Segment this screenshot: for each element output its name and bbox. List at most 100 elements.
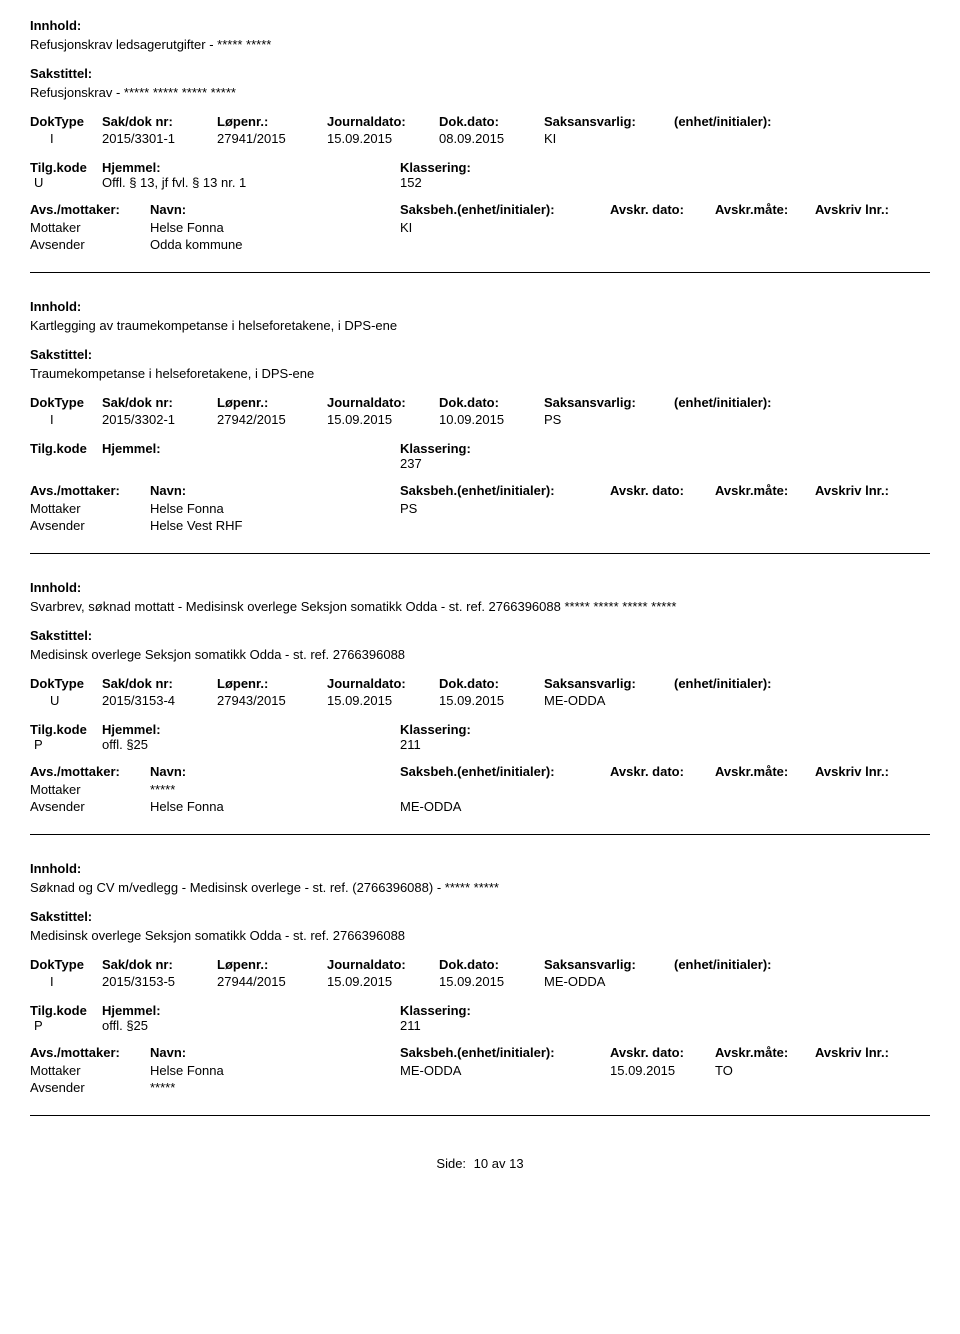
avskrivlnr-header: Avskriv lnr.: (815, 764, 925, 779)
party-navn: Helse Fonna (150, 799, 400, 814)
lopenr-value: 27943/2015 (217, 693, 327, 708)
party-row: AvsenderHelse FonnaME-ODDA (30, 799, 930, 814)
party-row: Avsender***** (30, 1080, 930, 1095)
sakstittel-label: Sakstittel: (30, 66, 930, 81)
doktype-value: I (30, 412, 102, 427)
party-saksbeh: ME-ODDA (400, 799, 610, 814)
doktype-header: DokType (30, 957, 102, 972)
tilgkode-value: P (30, 737, 102, 752)
navn-header: Navn: (150, 764, 400, 779)
sakdok-value: 2015/3153-4 (102, 693, 217, 708)
record-divider (30, 834, 930, 835)
avskrmate-header: Avskr.måte: (715, 764, 815, 779)
party-navn: ***** (150, 1080, 400, 1095)
tilgkode-header-row: Tilg.kodeHjemmel: Klassering: (30, 722, 930, 737)
doktype-value: I (30, 974, 102, 989)
sakstittel-label: Sakstittel: (30, 347, 930, 362)
party-row: MottakerHelse FonnaPS (30, 501, 930, 516)
klassering-value: 237 (400, 456, 600, 471)
dokdato-header: Dok.dato: (439, 114, 544, 129)
innhold-text: Refusjonskrav ledsagerutgifter - ***** *… (30, 37, 930, 52)
party-header-row: Avs./mottaker:Navn:Saksbeh.(enhet/initia… (30, 764, 930, 779)
sakdok-value: 2015/3153-5 (102, 974, 217, 989)
party-navn: Odda kommune (150, 237, 400, 252)
record: Innhold: Søknad og CV m/vedlegg - Medisin… (30, 861, 930, 1116)
party-saksbeh: PS (400, 501, 610, 516)
lopenr-header: Løpenr.: (217, 114, 327, 129)
saksansvarlig-header: Saksansvarlig: (544, 395, 674, 410)
avskrdato-header: Avskr. dato: (610, 483, 715, 498)
party-avskrdato (610, 518, 715, 533)
footer-av-label: av (492, 1156, 506, 1171)
party-role: Mottaker (30, 220, 150, 235)
tilgkode-value: U (30, 175, 102, 190)
party-avskrivlnr (815, 782, 925, 797)
avskrmate-header: Avskr.måte: (715, 202, 815, 217)
avsmottaker-header: Avs./mottaker: (30, 202, 150, 217)
party-avskrdato (610, 237, 715, 252)
party-navn: Helse Fonna (150, 1063, 400, 1078)
metadata-header-row: DokTypeSak/dok nr:Løpenr.:Journaldato:Do… (30, 676, 930, 691)
sakstittel-text: Refusjonskrav - ***** ***** ***** ***** (30, 85, 930, 100)
record: Innhold:Svarbrev, søknad mottatt - Medis… (30, 580, 930, 835)
party-avskrivlnr (815, 1063, 925, 1078)
navn-header: Navn: (150, 1045, 400, 1060)
tilgkode-value (30, 456, 102, 471)
avskrdato-header: Avskr. dato: (610, 764, 715, 779)
footer-page: 10 (474, 1156, 488, 1171)
tilgkode-value-row: Poffl. §25211 (30, 1018, 930, 1033)
saksansvarlig-header: Saksansvarlig: (544, 676, 674, 691)
enhet-header: (enhet/initialer): (674, 676, 824, 691)
journaldato-value: 15.09.2015 (327, 693, 439, 708)
avskrivlnr-header: Avskriv lnr.: (815, 202, 925, 217)
dokdato-header: Dok.dato: (439, 395, 544, 410)
journaldato-value: 15.09.2015 (327, 412, 439, 427)
party-avskrmate (715, 237, 815, 252)
party-avskrmate (715, 799, 815, 814)
innhold-text: Søknad og CV m/vedlegg - Medisinsk overl… (30, 880, 930, 895)
record-divider (30, 272, 930, 273)
party-saksbeh (400, 237, 610, 252)
metadata-value-row: I2015/3302-127942/201515.09.201510.09.20… (30, 412, 930, 427)
party-avskrivlnr (815, 501, 925, 516)
party-avskrmate (715, 518, 815, 533)
saksansvarlig-value: ME-ODDA (544, 693, 674, 708)
party-row: MottakerHelse FonnaME-ODDA15.09.2015TO (30, 1063, 930, 1078)
lopenr-value: 27941/2015 (217, 131, 327, 146)
metadata-header-row: DokTypeSak/dok nr:Løpenr.:Journaldato:Do… (30, 395, 930, 410)
enhet-value (674, 974, 824, 989)
metadata-header-row: DokTypeSak/dok nr:Løpenr.:Journaldato:Do… (30, 114, 930, 129)
hjemmel-header: Hjemmel: (102, 722, 161, 737)
party-avskrivlnr (815, 799, 925, 814)
party-row: Mottaker***** (30, 782, 930, 797)
doktype-value: I (30, 131, 102, 146)
lopenr-value: 27944/2015 (217, 974, 327, 989)
hjemmel-value: Offl. § 13, jf fvl. § 13 nr. 1 (102, 175, 246, 190)
journaldato-header: Journaldato: (327, 957, 439, 972)
innhold-label: Innhold: (30, 18, 930, 33)
tilgkode-header-row: Tilg.kodeHjemmel:Klassering: (30, 441, 930, 456)
dokdato-header: Dok.dato: (439, 676, 544, 691)
doktype-header: DokType (30, 395, 102, 410)
klassering-value: 211 (400, 1018, 600, 1033)
innhold-label: Innhold: (30, 861, 930, 876)
saksbeh-header: Saksbeh.(enhet/initialer): (400, 1045, 610, 1060)
avsmottaker-header: Avs./mottaker: (30, 483, 150, 498)
hjemmel-header: Hjemmel: (102, 1003, 161, 1018)
party-avskrivlnr (815, 1080, 925, 1095)
saksansvarlig-header: Saksansvarlig: (544, 114, 674, 129)
party-row: AvsenderOdda kommune (30, 237, 930, 252)
avskrdato-header: Avskr. dato: (610, 202, 715, 217)
navn-header: Navn: (150, 483, 400, 498)
party-saksbeh (400, 782, 610, 797)
tilgkode-header: Tilg.kode (30, 722, 102, 737)
metadata-header-row: DokTypeSak/dok nr:Løpenr.:Journaldato:Do… (30, 957, 930, 972)
party-avskrdato (610, 1080, 715, 1095)
saksansvarlig-value: KI (544, 131, 674, 146)
klassering-value: 211 (400, 737, 600, 752)
dokdato-value: 10.09.2015 (439, 412, 544, 427)
page-footer: Side: 10 av 13 (30, 1156, 930, 1171)
metadata-value-row: I2015/3153-527944/201515.09.201515.09.20… (30, 974, 930, 989)
tilgkode-header: Tilg.kode (30, 160, 102, 175)
klassering-header: Klassering: (400, 722, 600, 737)
